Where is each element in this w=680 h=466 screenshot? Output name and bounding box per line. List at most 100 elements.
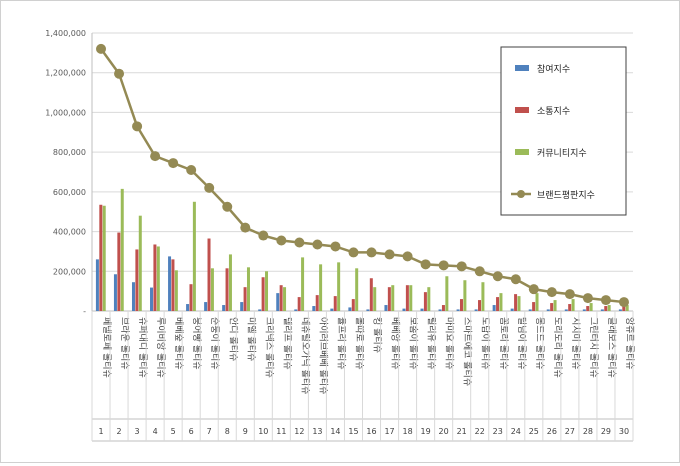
bar-3 xyxy=(301,257,305,311)
bar-2 xyxy=(405,285,409,311)
bar-2 xyxy=(514,294,518,311)
bars xyxy=(95,188,629,311)
brand-index-line xyxy=(96,43,629,308)
index-label: 27 xyxy=(565,427,575,436)
bar-3 xyxy=(138,215,142,311)
legend-label: 소통지수 xyxy=(537,106,570,117)
brand-index-point xyxy=(348,247,359,258)
grid-lines xyxy=(91,32,633,312)
bar-3 xyxy=(373,287,377,311)
bar-1 xyxy=(456,309,460,311)
bar-1 xyxy=(582,309,586,311)
bar-3 xyxy=(246,267,250,311)
bar-3 xyxy=(283,287,287,311)
x-tick-label: 안디 롤티슈 xyxy=(227,317,238,361)
bar-3 xyxy=(427,287,431,311)
x-tick-label: 앙쥬르 롤티슈 xyxy=(624,317,636,370)
brand-index-point xyxy=(528,284,539,295)
legend-box xyxy=(500,46,627,216)
bar-2 xyxy=(297,297,301,311)
x-tick-label: 그린터치 롤티슈 xyxy=(588,317,600,378)
bar-1 xyxy=(168,256,172,311)
index-label: 14 xyxy=(330,427,340,436)
index-label: 16 xyxy=(366,427,376,436)
bar-1 xyxy=(492,305,496,311)
brand-index-point xyxy=(150,151,161,162)
x-tick-label: 순둥이 롤티슈 xyxy=(209,317,220,370)
bar-1 xyxy=(546,309,550,311)
x-tick-label: 루이비앙 롤티슈 xyxy=(155,317,167,378)
x-tick-label: 크리넥스 롤티슈 xyxy=(263,317,274,378)
brand-index-point xyxy=(294,237,305,248)
bar-3 xyxy=(120,188,124,311)
bar-1 xyxy=(618,309,622,311)
y-tick-label: 400,000 xyxy=(53,228,86,237)
index-label: 9 xyxy=(243,427,248,436)
bar-1 xyxy=(528,309,532,311)
x-tick-label: 네츄럴오가닉 롤티슈 xyxy=(299,317,310,394)
legend-swatch xyxy=(515,65,529,71)
x-tick-label: 브라운 롤티슈 xyxy=(119,317,130,370)
bar-3 xyxy=(499,293,503,311)
x-axis-labels: 페넬로페 롤티슈 브라운 롤티슈 슈퍼대디 롤티슈 루이비앙 롤티슈 베베숲 롤티슈 붕어… xyxy=(101,317,636,394)
bar-1 xyxy=(204,302,208,311)
bar-3 xyxy=(463,280,467,311)
bar-2 xyxy=(135,249,139,311)
brand-index-point xyxy=(402,251,413,262)
bar-2 xyxy=(261,277,265,311)
brand-index-point xyxy=(474,266,485,277)
index-label: 18 xyxy=(402,427,412,436)
bar-3 xyxy=(210,268,214,311)
bar-2 xyxy=(532,302,536,311)
bar-2 xyxy=(99,204,103,311)
bar-1 xyxy=(330,308,334,311)
brand-index-point xyxy=(312,239,323,250)
index-label: 7 xyxy=(207,427,212,436)
index-label: 3 xyxy=(135,427,140,436)
brand-index-point xyxy=(582,293,593,304)
index-label: 4 xyxy=(153,427,158,436)
x-tick-label: 몽드드 롤티슈 xyxy=(534,317,545,370)
x-tick-label: 꼼토리 롤티슈 xyxy=(498,317,509,370)
bar-2 xyxy=(369,278,373,311)
y-tick-label: - xyxy=(83,307,86,316)
bar-3 xyxy=(192,201,196,311)
x-tick-label: 베베앙 롤티슈 xyxy=(390,317,402,370)
index-label: 22 xyxy=(475,427,485,436)
y-tick-label: 1,000,000 xyxy=(45,108,86,117)
bar-1 xyxy=(294,309,298,311)
bar-2 xyxy=(586,306,590,311)
brand-index-point xyxy=(96,43,107,54)
bar-3 xyxy=(228,254,232,311)
bar-1 xyxy=(312,306,316,311)
x-tick-label: 율프리 롤티슈 xyxy=(335,317,346,370)
x-tick-label: 슈퍼대디 롤티슈 xyxy=(137,317,148,378)
bar-3 xyxy=(265,271,269,311)
index-label: 5 xyxy=(171,427,176,436)
index-label: 19 xyxy=(421,427,431,436)
x-tick-label: 베베숲 롤티슈 xyxy=(173,317,184,370)
bar-3 xyxy=(517,296,521,311)
brand-index-point xyxy=(222,201,233,212)
bar-2 xyxy=(207,238,211,311)
bar-2 xyxy=(459,299,463,311)
bar-2 xyxy=(279,285,283,311)
bar-2 xyxy=(333,296,337,311)
brand-index-point xyxy=(132,121,143,132)
bar-3 xyxy=(355,268,359,311)
bar-2 xyxy=(496,297,500,311)
bar-1 xyxy=(258,309,262,311)
bar-3 xyxy=(445,276,449,311)
brand-index-point xyxy=(114,68,125,79)
bar-3 xyxy=(625,305,629,311)
brand-index-point xyxy=(600,295,611,306)
bar-3 xyxy=(607,305,611,311)
bar-1 xyxy=(113,274,117,311)
y-axis-ticks: - 200,000 400,000 600,000 800,000 1,000,000 1,… xyxy=(45,29,86,316)
y-tick-label: 1,200,000 xyxy=(45,69,86,78)
bar-1 xyxy=(222,305,226,311)
bar-1 xyxy=(240,302,244,311)
index-label: 29 xyxy=(601,427,611,436)
y-tick-label: 600,000 xyxy=(53,188,86,197)
